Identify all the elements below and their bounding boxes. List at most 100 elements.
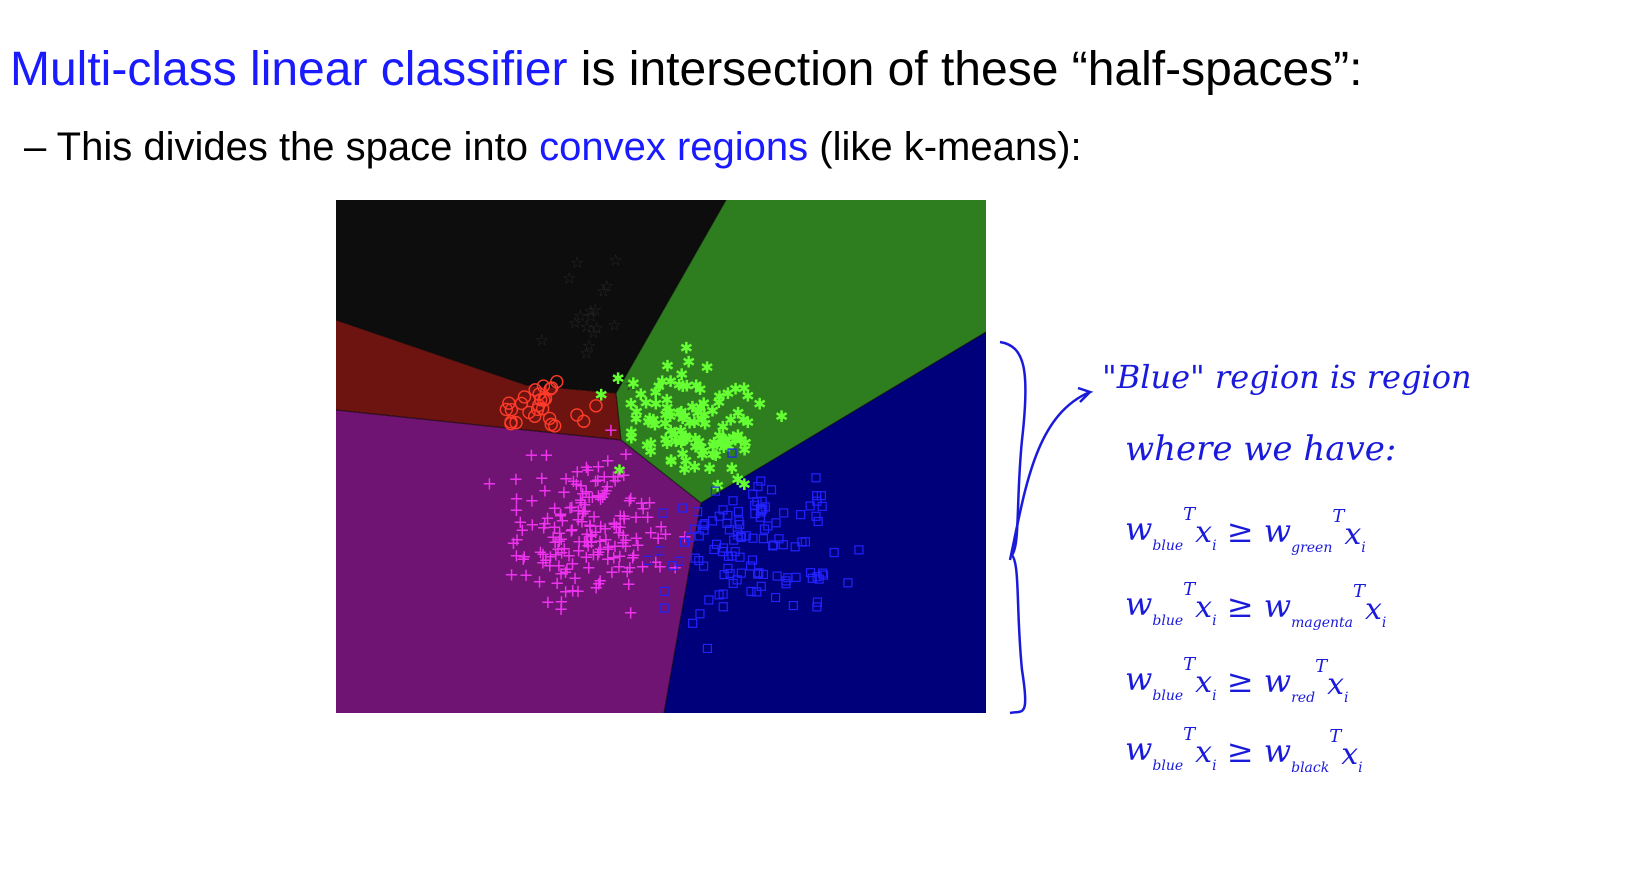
point-blue [735,552,745,562]
point-magenta: + [554,529,569,550]
point-green: ✱ [641,436,654,455]
point-black: ☆ [596,282,610,301]
point-blue [816,491,826,501]
point-magenta: + [553,563,568,584]
point-red [499,402,514,417]
point-green: ✱ [713,427,726,446]
point-magenta: + [517,546,532,567]
point-green: ✱ [715,435,728,454]
point-green: ✱ [673,404,686,423]
point-blue [736,568,746,578]
point-green: ✱ [713,387,726,406]
point-magenta: + [509,500,524,521]
point-green: ✱ [691,404,704,423]
point-green: ✱ [611,369,624,388]
point-blue [813,516,823,527]
point-red [514,396,529,411]
point-green: ✱ [683,414,696,433]
point-green: ✱ [696,410,709,429]
point-magenta: + [582,487,597,508]
point-green: ✱ [663,403,676,422]
point-green: ✱ [659,405,672,424]
point-magenta: + [611,522,626,543]
point-magenta: + [555,511,570,532]
point-blue [719,570,729,580]
point-magenta: + [551,539,566,560]
point-magenta: + [640,507,655,528]
point-green: ✱ [624,394,637,413]
point-magenta: + [622,557,637,578]
point-magenta: + [616,525,631,546]
point-green: ✱ [719,430,732,449]
point-green: ✱ [731,403,744,422]
point-magenta: + [532,572,547,593]
headline-rest: is intersection of these “half-spaces”: [567,43,1363,96]
point-green: ✱ [741,413,754,432]
point-green: ✱ [595,386,608,405]
point-magenta: + [562,497,577,518]
point-green: ✱ [645,413,658,432]
point-blue [694,531,704,541]
point-magenta: + [548,544,563,565]
point-green: ✱ [680,376,693,395]
point-magenta: + [642,492,657,513]
point-magenta: + [588,522,603,543]
point-magenta: + [593,539,608,560]
point-blue [796,510,806,520]
point-red [535,402,550,416]
point-blue [779,508,789,518]
point-blue [752,569,763,579]
point-blue [722,518,732,528]
point-magenta: + [608,470,623,491]
point-magenta: + [600,477,615,498]
point-green: ✱ [753,394,766,413]
point-green: ✱ [677,431,690,450]
bullet-point: – This divides the space into convex reg… [24,122,1082,172]
point-blue [807,573,817,583]
point-magenta: + [566,471,581,492]
point-green: ✱ [706,445,719,464]
point-green: ✱ [679,451,692,470]
point-green: ✱ [698,414,711,433]
point-blue [811,473,821,483]
point-green: ✱ [664,407,677,426]
point-magenta: + [536,544,551,565]
point-magenta: + [540,508,555,529]
point-magenta: + [600,450,615,471]
point-blue [768,541,778,551]
point-magenta: + [606,466,621,487]
point-blue [781,576,791,586]
region-blue [664,332,986,713]
point-green: ✱ [741,386,754,405]
point-magenta: + [553,599,568,620]
point-blue [778,540,788,550]
arrow-icon [1008,386,1094,561]
point-blue [729,535,739,545]
point-green: ✱ [739,433,752,452]
point-magenta: + [622,491,637,512]
bullet-rest: (like k-means): [808,125,1082,169]
point-magenta: + [582,515,597,536]
point-green: ✱ [693,380,706,399]
point-magenta: + [625,547,640,568]
point-magenta: + [569,474,584,495]
point-magenta: + [620,561,635,582]
point-magenta: + [621,574,636,595]
point-red [504,415,518,429]
point-green: ✱ [630,402,643,421]
point-magenta: + [537,514,552,535]
point-green: ✱ [698,405,711,424]
point-magenta: + [630,535,645,556]
point-magenta: + [599,481,614,502]
point-magenta: + [534,468,549,489]
point-blue [812,597,823,607]
point-magenta: + [516,549,531,570]
point-black: ☆ [584,302,598,321]
bullet-lead: This divides the space into [46,125,540,169]
point-magenta: + [504,565,519,586]
point-green: ✱ [676,377,689,396]
point-green: ✱ [689,429,702,448]
point-magenta: + [550,573,565,594]
point-magenta: + [593,516,608,537]
point-magenta: + [537,481,552,502]
